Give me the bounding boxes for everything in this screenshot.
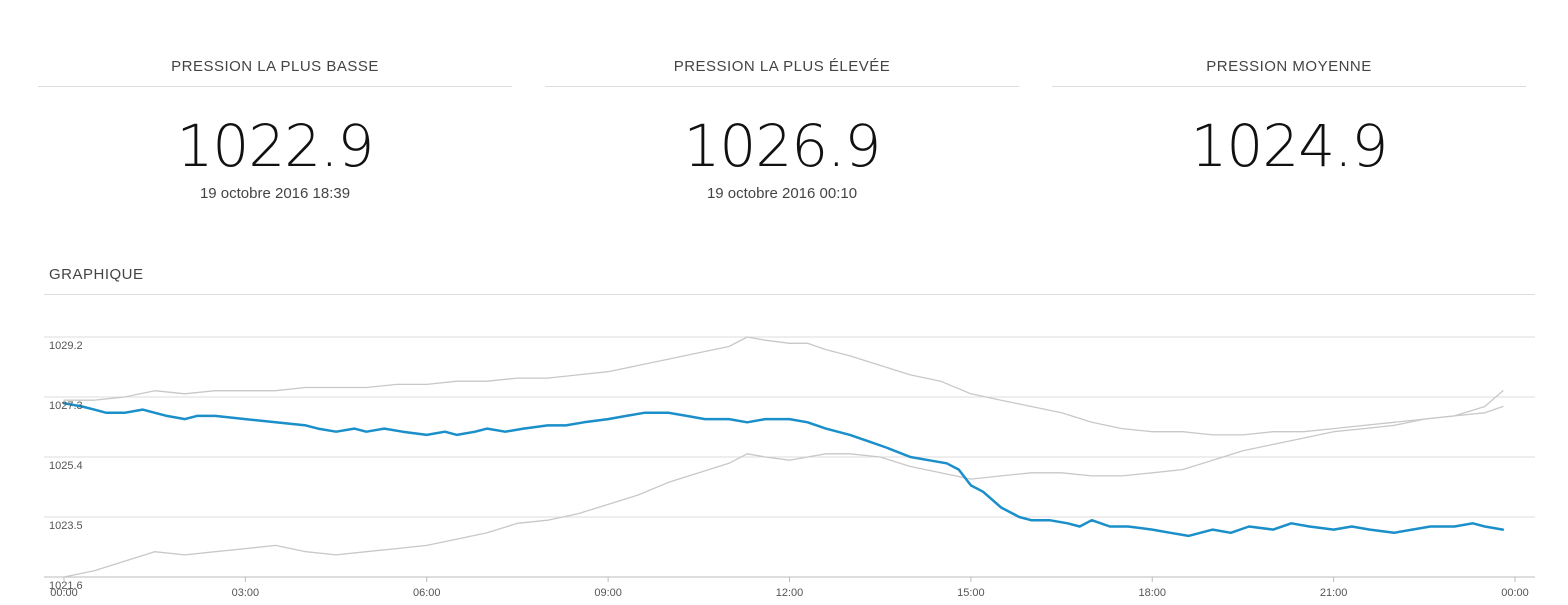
stat-low-label: PRESSION LA PLUS BASSE [38, 58, 512, 87]
x-tick-label: 00:00 [1501, 587, 1529, 599]
chart-grid [44, 336, 1535, 578]
stat-avg-value: 1024.9 [1190, 112, 1389, 180]
stat-high-value: 1026.9 [683, 112, 882, 180]
stat-low-value: 1022.9 [176, 112, 375, 180]
stat-low-date: 19 octobre 2016 18:39 [199, 185, 351, 202]
stat-highest-pressure: PRESSION LA PLUS ÉLEVÉE 1026.9 19 octobr… [545, 0, 1019, 202]
chart-title: GRAPHIQUE [49, 266, 144, 283]
y-tick-label: 1029.2 [49, 340, 83, 352]
y-tick-label: 1027.3 [49, 400, 83, 412]
x-tick-label: 03:00 [232, 587, 260, 599]
y-tick-label: 1023.5 [49, 520, 83, 532]
stat-high-date: 19 octobre 2016 00:10 [706, 185, 858, 202]
x-tick-label: 15:00 [957, 587, 985, 599]
series-line-pressure [62, 402, 1505, 538]
stat-high-label: PRESSION LA PLUS ÉLEVÉE [545, 58, 1019, 87]
chart-title-divider [44, 294, 1535, 295]
x-tick-label: 09:00 [594, 587, 622, 599]
y-tick-label: 1025.4 [49, 460, 83, 472]
x-tick-label: 18:00 [1138, 587, 1166, 599]
x-tick-label: 21:00 [1320, 587, 1348, 599]
x-tick-label: 00:00 [50, 587, 78, 599]
x-tick-label: 06:00 [413, 587, 441, 599]
x-tick-label: 12:00 [776, 587, 804, 599]
series-line-range [63, 336, 1504, 436]
stat-avg-label: PRESSION MOYENNE [1052, 58, 1526, 87]
stat-average-pressure: PRESSION MOYENNE 1024.9 [1052, 0, 1526, 177]
stat-lowest-pressure: PRESSION LA PLUS BASSE 1022.9 19 octobre… [38, 0, 512, 202]
y-tick-label: 1021.6 [49, 580, 83, 592]
chart-series [62, 336, 1505, 578]
series-line-range [63, 405, 1504, 578]
